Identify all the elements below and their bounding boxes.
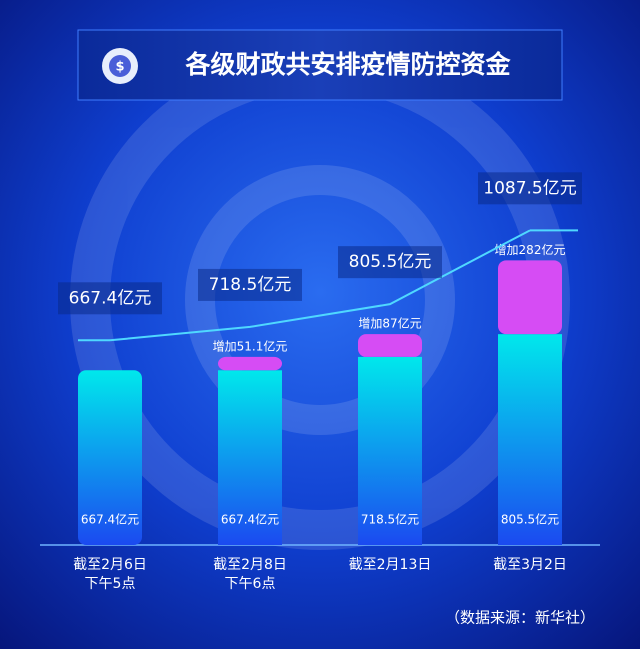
total-label-box xyxy=(198,268,302,301)
x-tick-label: 截至2月6日 xyxy=(73,557,147,573)
bar-segment xyxy=(218,356,282,371)
value-label: 增加51.1亿元 xyxy=(213,338,288,353)
total-label: 1087.5亿元 xyxy=(483,178,576,198)
svg-text:$: $ xyxy=(115,60,124,75)
bar-segment xyxy=(498,260,562,335)
total-label: 667.4亿元 xyxy=(69,288,152,308)
bar-segment xyxy=(498,334,562,545)
title-box xyxy=(77,29,563,101)
value-label: 增加87亿元 xyxy=(358,316,421,331)
value-label: 667.4亿元 xyxy=(81,512,139,527)
value-label: 805.5亿元 xyxy=(501,512,559,527)
value-label: 718.5亿元 xyxy=(361,512,419,527)
bar-segment xyxy=(358,356,422,545)
bar-segment xyxy=(78,370,142,545)
total-label-box xyxy=(58,282,162,315)
title-icon: $ xyxy=(102,48,138,84)
value-label: 增加282亿元 xyxy=(495,242,566,257)
source: （数据来源：新华社） xyxy=(445,609,595,627)
x-tick-label: 截至2月8日 xyxy=(213,557,287,573)
x-tick-label: 下午6点 xyxy=(225,576,276,592)
total-line xyxy=(109,229,531,342)
value-label: 667.4亿元 xyxy=(221,512,279,527)
x-tick-label: 截至3月2日 xyxy=(493,557,567,573)
total-label: 718.5亿元 xyxy=(209,275,292,295)
total-label-box xyxy=(338,246,442,279)
bar-segment xyxy=(358,334,422,357)
x-tick-label: 截至2月13日 xyxy=(349,557,432,573)
total-label-box xyxy=(478,172,582,205)
bar-segment xyxy=(218,370,282,545)
x-tick-label: 下午5点 xyxy=(85,576,136,592)
chart-title: 各级财政共安排疫情防控资金 xyxy=(184,50,511,79)
total-label: 805.5亿元 xyxy=(349,252,432,272)
